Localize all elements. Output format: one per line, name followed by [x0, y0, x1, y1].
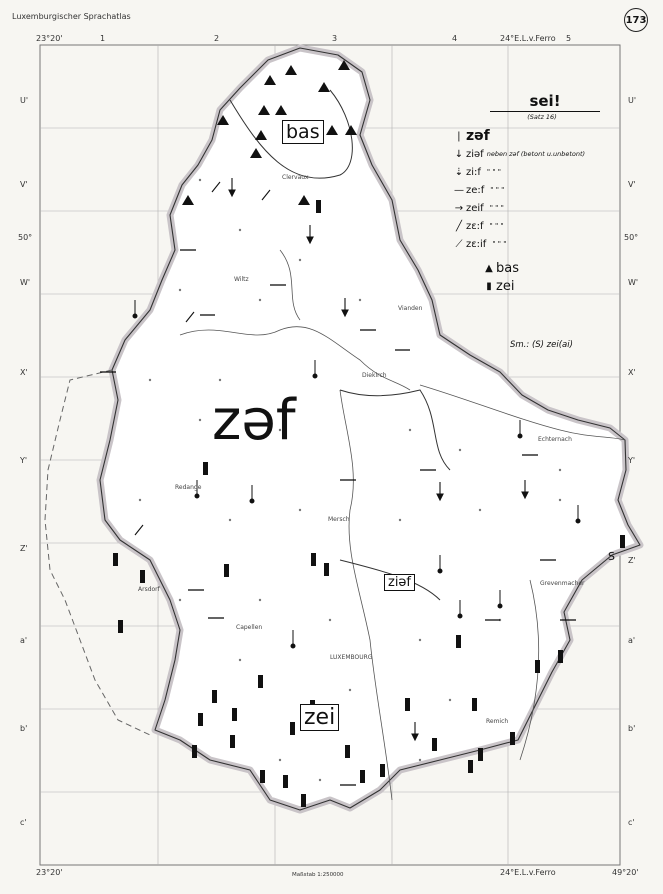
legend-area-form: zei — [496, 278, 515, 294]
place-label: Arsdorf — [138, 586, 160, 593]
place-label: Redange — [175, 484, 202, 491]
legend-row-3: — ze:f " " " — [452, 181, 632, 199]
legend-note: " " " — [490, 186, 505, 194]
legend-row-2: ⇣ zi:f " " " — [452, 163, 632, 181]
slash-icon: ╱ — [455, 220, 463, 232]
legend-note: " " " — [492, 240, 507, 248]
legend-form: zɛ:if — [466, 238, 487, 250]
locality-dots — [138, 178, 562, 782]
lat-top-left: 50° — [18, 233, 33, 242]
legend-title: sei! — [490, 92, 600, 112]
row-label-right-4: Y' — [628, 456, 636, 465]
legend-form: ze:f — [466, 184, 485, 196]
legend-form: ziəf — [466, 148, 484, 160]
row-label-right-0: U' — [628, 96, 637, 105]
legend-form: zi:f — [466, 166, 481, 178]
row-label-right-2: W' — [628, 278, 639, 287]
slash-markers — [134, 181, 271, 536]
lat-bottom: 49°20' — [612, 868, 639, 877]
s-letter-label: S — [608, 550, 615, 563]
legend-note: " " " — [489, 222, 504, 230]
dash-markers — [100, 249, 576, 786]
dash-icon: — — [454, 184, 464, 196]
place-label: LUXEMBOURG — [330, 654, 373, 661]
north-area-label: bas — [282, 120, 324, 144]
place-label: Echternach — [538, 436, 572, 443]
row-label-right-3: X' — [628, 368, 636, 377]
row-label-left-2: W' — [20, 278, 31, 287]
legend-note: neben zəf (betont u.unbetont) — [486, 150, 586, 158]
place-label: Grevenmacher — [540, 580, 585, 587]
down-arrow-open-icon: ⇣ — [454, 166, 464, 178]
east-area-label: ziəf — [384, 574, 416, 591]
row-label-left-1: V' — [20, 180, 28, 189]
legend-note: " " " — [486, 168, 502, 176]
scale-text: Maßstab 1:250000 — [292, 872, 344, 878]
place-label: Diekirch — [362, 372, 387, 379]
place-label: Clervaux — [282, 174, 309, 181]
legend-note: " " " — [489, 204, 504, 212]
row-label-left-8: c' — [20, 818, 27, 827]
bar-markers — [113, 200, 625, 807]
legend: sei! (Satz 16) ❘ zəf ↓ ziəf neben zəf (b… — [452, 92, 632, 295]
down-arrow-icon: ↓ — [454, 148, 464, 160]
pin-markers — [132, 300, 581, 649]
place-label: Remich — [486, 718, 509, 725]
col-label-1: 1 — [100, 34, 106, 43]
lat-top-right: 50° — [624, 233, 639, 242]
coord-top-left: 23°20' — [36, 34, 63, 43]
row-label-left-5: Z' — [20, 544, 28, 553]
coord-bottom-left: 23°20' — [36, 868, 63, 877]
col-label-4: 4 — [452, 34, 458, 43]
place-label: Wiltz — [234, 276, 249, 283]
legend-subtitle: (Satz 16) — [527, 113, 557, 121]
legend-row-0: ❘ zəf — [452, 127, 632, 145]
row-label-right-5: Z' — [628, 556, 636, 565]
coord-bottom-right: 24°E.L.v.Ferro — [500, 868, 556, 877]
sm-note: Sm.: (S) zei(ai) — [510, 340, 573, 350]
page-number: 173 — [624, 8, 648, 32]
atlas-title: Luxemburgischer Sprachatlas — [12, 12, 131, 21]
place-label: Vianden — [398, 305, 423, 312]
col-label-5: 5 — [566, 34, 572, 43]
vertical-bar-icon: ❘ — [454, 130, 464, 142]
legend-area-form: bas — [496, 260, 519, 276]
legend-form: zəf — [466, 128, 490, 144]
filled-bar-icon: ▮ — [486, 280, 492, 292]
main-form-label: zəf — [212, 388, 296, 453]
row-label-left-4: Y' — [20, 456, 28, 465]
legend-row-4: → zeif " " " — [452, 199, 632, 217]
place-label: Capellen — [236, 624, 263, 631]
triangle-markers — [182, 60, 357, 205]
legend-form: zɛ:f — [466, 220, 484, 232]
legend-row-6: ⟋ zɛ:if " " " — [452, 235, 632, 253]
dashed-border — [44, 369, 151, 736]
arrow-markers — [228, 178, 529, 742]
col-label-2: 2 — [214, 34, 220, 43]
row-label-right-1: V' — [628, 180, 636, 189]
south-area-label: zei — [300, 704, 340, 731]
dash-arrow-icon: → — [454, 202, 464, 214]
legend-area-row-1: ▮ zei — [482, 277, 632, 295]
legend-row-5: ╱ zɛ:f " " " — [452, 217, 632, 235]
coord-top-right: 24°E.L.v.Ferro — [500, 34, 556, 43]
row-label-right-8: c' — [628, 818, 635, 827]
slash-dot-icon: ⟋ — [455, 238, 463, 250]
row-label-left-3: X' — [20, 368, 28, 377]
row-label-right-6: a' — [628, 636, 636, 645]
row-label-left-0: U' — [20, 96, 29, 105]
legend-form: zeif — [466, 202, 484, 214]
legend-area-row-0: ▲ bas — [482, 259, 632, 277]
row-label-left-7: b' — [20, 724, 28, 733]
row-label-right-7: b' — [628, 724, 636, 733]
legend-row-1: ↓ ziəf neben zəf (betont u.unbetont) — [452, 145, 632, 163]
col-label-3: 3 — [332, 34, 338, 43]
triangle-icon: ▲ — [485, 262, 493, 274]
row-label-left-6: a' — [20, 636, 28, 645]
place-label: Mersch — [328, 516, 350, 523]
